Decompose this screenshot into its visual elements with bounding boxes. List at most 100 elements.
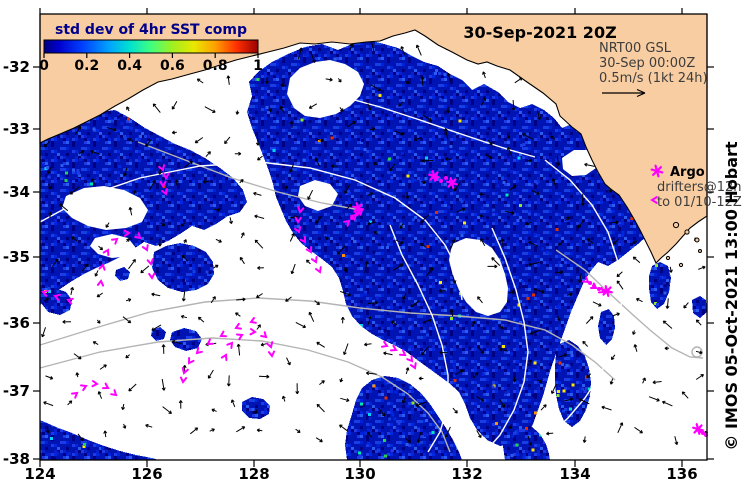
current-vector <box>452 274 457 284</box>
drifter-dot <box>350 216 354 220</box>
sst-speck <box>383 438 387 442</box>
drifter-track-chevron <box>409 362 417 370</box>
sst-speck <box>85 444 89 448</box>
drifter-dot <box>698 429 702 433</box>
sst-speck <box>522 456 526 460</box>
sst-speck <box>352 390 356 394</box>
drifter-track-chevron <box>162 172 170 180</box>
island <box>684 229 690 235</box>
sst-speck <box>533 361 537 365</box>
current-vector <box>527 435 533 446</box>
current-vector <box>420 214 430 223</box>
current-vector <box>239 179 244 184</box>
sst-speck <box>425 433 429 437</box>
sst-speck <box>271 192 275 196</box>
axis-ticks <box>33 8 714 467</box>
drifter-track-chevron <box>249 328 257 336</box>
sst-speck <box>370 223 374 227</box>
sst-speck <box>244 166 248 170</box>
sst-speck <box>118 424 122 428</box>
sst-speck <box>64 178 68 182</box>
current-vector <box>421 158 434 163</box>
current-vector <box>161 378 166 391</box>
velocity-legend-line3: 0.5m/s (1kt 24h) <box>599 71 708 86</box>
island <box>694 237 700 243</box>
sst-speck <box>400 151 404 155</box>
sst-speck <box>138 157 142 161</box>
current-vector <box>536 379 543 383</box>
current-vector <box>480 238 486 247</box>
current-vector <box>529 329 542 335</box>
sst-speck <box>424 156 428 160</box>
sst-speck <box>562 409 566 413</box>
current-vector <box>422 114 432 122</box>
current-vector <box>340 397 350 402</box>
sst-speck <box>417 113 421 117</box>
sst-speck <box>504 391 508 395</box>
sst-speck <box>384 381 388 385</box>
current-vector <box>479 214 485 219</box>
drifter-track-chevron <box>399 349 407 357</box>
current-vector <box>194 137 204 144</box>
current-vector <box>230 399 236 408</box>
sst-speck <box>251 408 255 412</box>
sst-speck <box>185 277 189 281</box>
current-vector <box>558 353 568 358</box>
drifter-track-chevron <box>310 256 318 264</box>
sst-speck <box>630 217 634 221</box>
sst-speck <box>418 134 422 138</box>
current-vector <box>551 178 556 186</box>
current-vector <box>62 319 72 324</box>
sst-speck <box>372 384 376 388</box>
current-vector <box>487 264 498 269</box>
sst-speck <box>450 280 454 284</box>
y-axis-tick-label: -32 <box>3 58 30 76</box>
current-vector <box>123 167 128 177</box>
drifter-track-chevron <box>390 344 398 352</box>
sst-speck <box>192 121 196 125</box>
sst-speck <box>571 383 575 387</box>
drifter-track-chevron <box>71 391 79 399</box>
sst-speck <box>105 446 109 450</box>
current-vector <box>398 101 404 107</box>
current-vector <box>148 180 156 191</box>
island <box>672 221 680 229</box>
sst-speck <box>516 218 520 222</box>
sst-speck <box>270 278 274 282</box>
sst-speck <box>48 452 52 456</box>
sst-speck <box>500 176 504 180</box>
sst-speck <box>191 266 195 270</box>
y-axis-tick-label: -35 <box>3 248 30 266</box>
land-layer <box>39 13 708 268</box>
sst-speck <box>391 413 395 417</box>
sst-speck <box>619 224 623 228</box>
sst-speck <box>554 158 558 162</box>
current-vector <box>257 155 263 161</box>
current-vector <box>564 397 574 402</box>
sst-speck <box>390 176 394 180</box>
current-vector <box>632 330 636 335</box>
sst-speck <box>361 404 365 408</box>
sst-speck <box>41 312 45 316</box>
sst-speck <box>64 171 68 175</box>
sst-speck <box>420 297 424 301</box>
x-axis-tick-label: 134 <box>559 465 590 483</box>
current-vector <box>499 399 505 408</box>
sst-speck <box>463 388 467 392</box>
sst-speck <box>562 389 566 393</box>
current-vector <box>290 263 296 275</box>
x-axis-tick-label: 136 <box>666 465 697 483</box>
sst-speck <box>442 345 446 349</box>
current-vector <box>75 372 80 378</box>
sst-speck <box>320 57 324 61</box>
colorbar-tick-label: 0.6 <box>160 58 185 74</box>
current-vector <box>180 222 186 227</box>
sst-speck <box>435 210 439 214</box>
current-vector <box>610 220 619 225</box>
sst-speck <box>496 184 500 188</box>
drifter-dot <box>602 289 606 293</box>
drifter-track-chevron <box>219 330 227 338</box>
current-vector <box>160 222 166 227</box>
